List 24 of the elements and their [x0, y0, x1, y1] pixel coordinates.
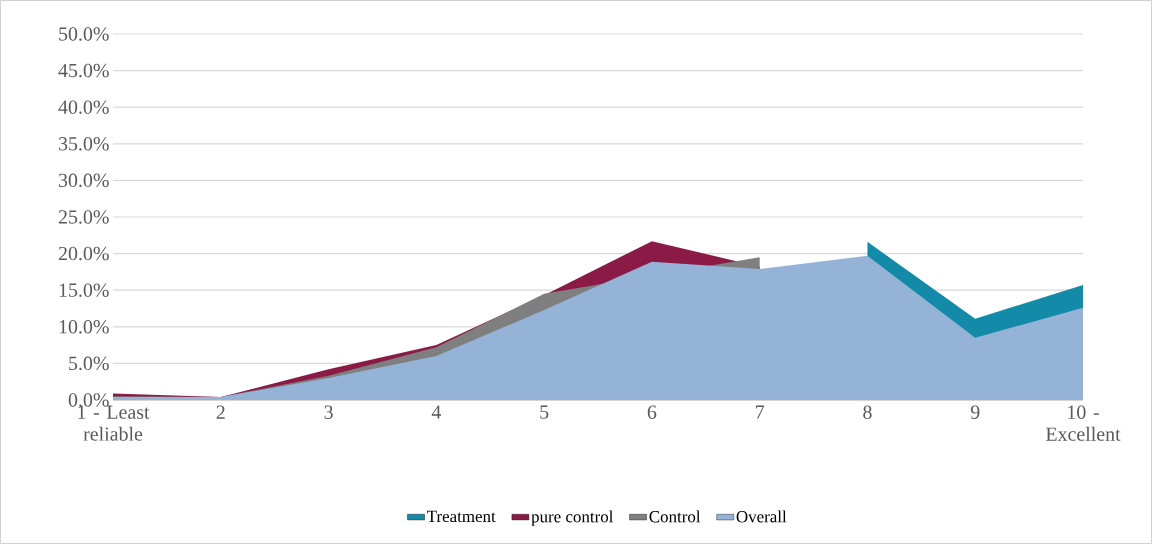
x-tick-label: 6 — [647, 405, 657, 419]
x-tick-label: 2 — [216, 405, 225, 419]
x-tick-label: 10 - Excellent — [1045, 405, 1121, 441]
legend-label: Treatment — [427, 510, 496, 523]
y-tick-label: 50.0% — [59, 27, 109, 41]
y-tick-label: 10.0% — [59, 320, 109, 334]
y-tick-label: 25.0% — [58, 210, 109, 224]
x-tick-label: 7 — [756, 405, 765, 419]
x-tick-label: 8 — [863, 405, 872, 419]
y-tick-label: 30.0% — [58, 173, 109, 188]
x-tick-label: 4 — [431, 405, 442, 419]
x-tick-label: 3 — [324, 405, 333, 419]
y-tick-label: 45.0% — [58, 63, 109, 78]
y-tick-label: 20.0% — [58, 246, 109, 261]
y-tick-label: 35.0% — [58, 137, 109, 151]
y-tick-label: 15.0% — [59, 283, 109, 297]
y-tick-label: 40.0% — [58, 100, 109, 114]
x-tick-label: 5 — [540, 405, 549, 419]
legend-label: pure control — [531, 510, 614, 526]
legend-label: Control — [649, 510, 701, 523]
y-tick-label: 0.0% — [68, 393, 109, 407]
legend-label: Overall — [736, 510, 787, 523]
x-tick-label: 9 — [970, 405, 980, 419]
y-tick-label: 5.0% — [69, 356, 109, 371]
